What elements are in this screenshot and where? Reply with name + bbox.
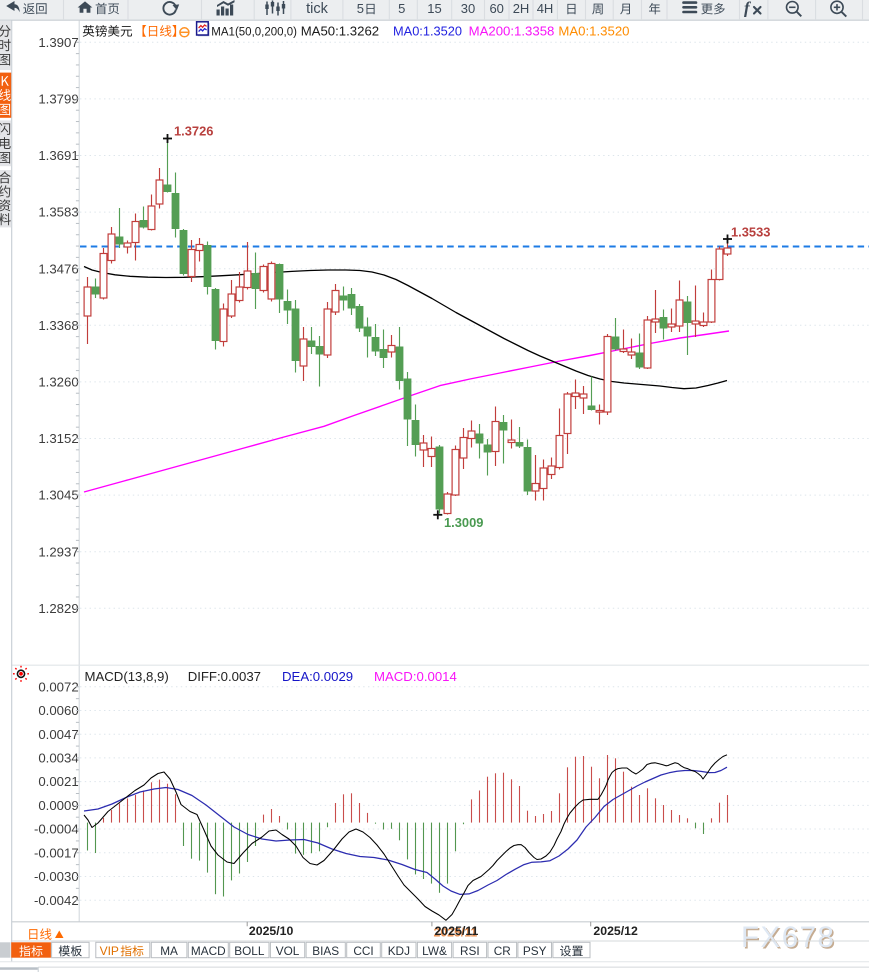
svg-text:5: 5	[398, 1, 405, 16]
svg-text:FX678: FX678	[743, 923, 837, 956]
svg-text:1.3583: 1.3583	[38, 205, 78, 220]
svg-text:MACD(13,8,9): MACD(13,8,9)	[85, 669, 169, 684]
svg-text:1.3691: 1.3691	[38, 148, 78, 163]
svg-text:2025/12: 2025/12	[593, 924, 638, 938]
svg-text:0.0060: 0.0060	[38, 703, 78, 718]
svg-text:MA: MA	[160, 944, 178, 958]
svg-text:-0.0042: -0.0042	[34, 893, 79, 908]
svg-text:1.3045: 1.3045	[38, 488, 78, 503]
svg-text:1.3009: 1.3009	[444, 515, 483, 530]
svg-text:2025/10: 2025/10	[249, 924, 294, 938]
svg-text:-0.0030: -0.0030	[34, 869, 79, 884]
svg-text:1.3533: 1.3533	[731, 225, 770, 240]
svg-text:1.3799: 1.3799	[38, 92, 78, 107]
svg-text:0.0034: 0.0034	[38, 751, 78, 766]
svg-text:0.0021: 0.0021	[38, 774, 78, 789]
svg-text:2025/11: 2025/11	[435, 924, 479, 938]
svg-text:MA0:1.3520: MA0:1.3520	[393, 24, 462, 39]
svg-text:DIFF:0.0037: DIFF:0.0037	[188, 669, 261, 684]
svg-text:PSY: PSY	[523, 944, 547, 958]
svg-text:MACD:0.0014: MACD:0.0014	[374, 669, 457, 684]
svg-text:2025/11: 2025/11	[434, 925, 478, 939]
svg-text:MA1(50,0,200,0): MA1(50,0,200,0)	[211, 27, 297, 39]
svg-text:15: 15	[427, 1, 441, 16]
svg-text:DEA:0.0029: DEA:0.0029	[282, 669, 353, 684]
svg-text:1.3152: 1.3152	[38, 431, 78, 446]
svg-text:1.3368: 1.3368	[38, 318, 78, 333]
svg-text:CR: CR	[494, 944, 511, 958]
svg-text:RSI: RSI	[460, 944, 480, 958]
svg-text:0.0009: 0.0009	[38, 798, 78, 813]
svg-text:BOLL: BOLL	[234, 944, 265, 958]
svg-text:1.2829: 1.2829	[38, 601, 78, 616]
svg-text:-0.0017: -0.0017	[34, 845, 79, 860]
svg-text:30: 30	[461, 1, 475, 16]
svg-text:1.2937: 1.2937	[38, 544, 78, 559]
svg-text:MACD: MACD	[191, 944, 226, 958]
svg-text:KDJ: KDJ	[388, 944, 410, 958]
svg-text:LW&: LW&	[422, 944, 447, 958]
svg-text:f: f	[744, 0, 752, 18]
svg-text:1.3726: 1.3726	[174, 124, 213, 139]
svg-text:1.3907: 1.3907	[38, 35, 78, 50]
svg-text:2H: 2H	[513, 1, 530, 16]
svg-text:MA200:1.3358: MA200:1.3358	[469, 24, 555, 39]
svg-text:tick: tick	[306, 1, 329, 17]
svg-text:0.0047: 0.0047	[38, 727, 78, 742]
svg-text:VIP: VIP	[100, 944, 119, 958]
svg-text:0.0072: 0.0072	[38, 679, 78, 694]
svg-text:60: 60	[489, 1, 503, 16]
svg-text:FX678: FX678	[741, 921, 835, 954]
svg-text:CCI: CCI	[353, 944, 373, 958]
svg-text:1.3260: 1.3260	[38, 375, 78, 390]
svg-text:5: 5	[357, 1, 364, 16]
svg-text:1.3476: 1.3476	[38, 261, 78, 276]
svg-text:-0.0004: -0.0004	[34, 822, 79, 837]
svg-text:BIAS: BIAS	[312, 944, 339, 958]
svg-text:MA50:1.3262: MA50:1.3262	[301, 24, 379, 39]
svg-text:MA0:1.3520: MA0:1.3520	[558, 24, 629, 39]
svg-text:VOL: VOL	[276, 944, 300, 958]
svg-text:4H: 4H	[537, 1, 554, 16]
